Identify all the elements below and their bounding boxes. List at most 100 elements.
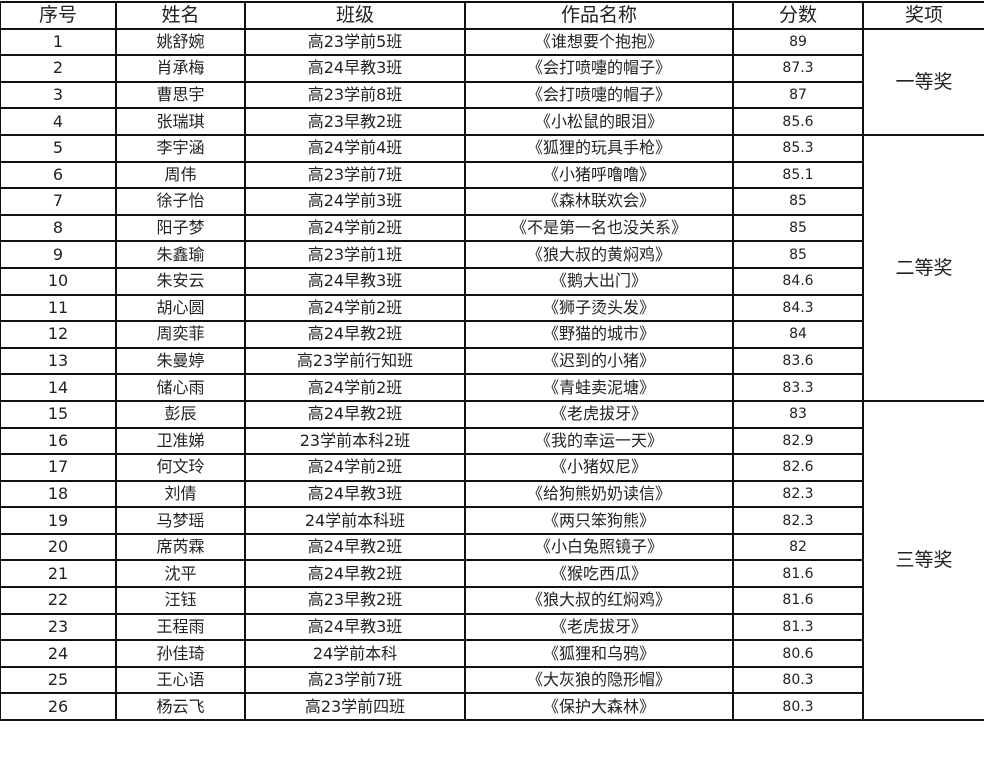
- header-class: 班级: [244, 1, 466, 30]
- cell-work: 《狼大叔的红焖鸡》: [464, 586, 734, 615]
- cell-work: 《小松鼠的眼泪》: [464, 107, 734, 136]
- cell-no: 25: [0, 665, 117, 695]
- cell-name: 阳子梦: [115, 213, 246, 243]
- cell-class: 高24学前2班: [244, 213, 466, 243]
- table-row: 26 杨云飞 高23学前四班 《保护大森林》 80.3: [0, 692, 984, 722]
- cell-no: 19: [0, 506, 117, 535]
- cell-work: 《森林联欢会》: [464, 187, 734, 216]
- table-row: 1 姚舒婉 高23学前5班 《谁想要个抱抱》 89 一等奖: [0, 27, 984, 136]
- cell-name: 李宇涵: [115, 133, 246, 163]
- cell-name: 彭辰: [115, 399, 246, 429]
- cell-award: 一等奖: [862, 27, 984, 136]
- cell-work: 《会打喷嚏的帽子》: [464, 80, 734, 110]
- cell-name: 沈平: [115, 559, 246, 589]
- cell-class: 高23学前8班: [244, 80, 466, 110]
- cell-class: 高23学前行知班: [244, 346, 466, 376]
- cell-score: 85: [732, 240, 864, 269]
- table-row: 18 刘倩 高24早教3班 《给狗熊奶奶读信》 82.3: [0, 479, 984, 509]
- header-row: 序号 姓名 班级 作品名称 分数 奖项: [0, 1, 984, 30]
- cell-name: 朱安云: [115, 266, 246, 296]
- cell-no: 18: [0, 479, 117, 509]
- cell-work: 《会打喷嚏的帽子》: [464, 54, 734, 83]
- cell-name: 汪钰: [115, 586, 246, 615]
- cell-name: 王心语: [115, 665, 246, 695]
- cell-class: 高24学前2班: [244, 453, 466, 482]
- cell-no: 9: [0, 240, 117, 269]
- cell-name: 肖承梅: [115, 54, 246, 83]
- cell-no: 8: [0, 213, 117, 243]
- cell-work: 《我的幸运一天》: [464, 426, 734, 456]
- table-row: 17 何文玲 高24学前2班 《小猪奴尼》 82.6: [0, 453, 984, 482]
- table-row: 21 沈平 高24早教2班 《猴吃西瓜》 81.6: [0, 559, 984, 589]
- cell-name: 何文玲: [115, 453, 246, 482]
- table-row: 3 曹思宇 高23学前8班 《会打喷嚏的帽子》 87: [0, 80, 984, 110]
- cell-work: 《鹅大出门》: [464, 266, 734, 296]
- cell-no: 13: [0, 346, 117, 376]
- cell-work: 《保护大森林》: [464, 692, 734, 722]
- cell-name: 储心雨: [115, 373, 246, 402]
- table-row: 6 周伟 高23学前7班 《小猪呼噜噜》 85.1: [0, 160, 984, 190]
- cell-work: 《迟到的小猪》: [464, 346, 734, 376]
- cell-name: 胡心圆: [115, 293, 246, 323]
- cell-work: 《大灰狼的隐形帽》: [464, 665, 734, 695]
- cell-score: 82: [732, 532, 864, 562]
- header-no: 序号: [0, 1, 117, 30]
- cell-name: 张瑞琪: [115, 107, 246, 136]
- table-row: 11 胡心圆 高24学前2班 《狮子烫头发》 84.3: [0, 293, 984, 323]
- cell-work: 《老虎拔牙》: [464, 612, 734, 642]
- header-name: 姓名: [115, 1, 246, 30]
- cell-work: 《老虎拔牙》: [464, 399, 734, 429]
- cell-no: 26: [0, 692, 117, 722]
- cell-class: 高24早教2班: [244, 559, 466, 589]
- cell-no: 21: [0, 559, 117, 589]
- cell-no: 16: [0, 426, 117, 456]
- cell-no: 17: [0, 453, 117, 482]
- cell-name: 周伟: [115, 160, 246, 190]
- cell-work: 《小白兔照镜子》: [464, 532, 734, 562]
- cell-class: 高24学前3班: [244, 187, 466, 216]
- cell-no: 2: [0, 54, 117, 83]
- cell-class: 高23学前1班: [244, 240, 466, 269]
- table-row: 22 汪钰 高23早教2班 《狼大叔的红焖鸡》 81.6: [0, 586, 984, 615]
- cell-class: 高24早教2班: [244, 320, 466, 349]
- cell-score: 81.6: [732, 586, 864, 615]
- cell-score: 85.6: [732, 107, 864, 136]
- cell-score: 80.3: [732, 692, 864, 722]
- cell-name: 朱鑫瑜: [115, 240, 246, 269]
- cell-no: 5: [0, 133, 117, 163]
- table-row: 25 王心语 高23学前7班 《大灰狼的隐形帽》 80.3: [0, 665, 984, 695]
- cell-name: 王程雨: [115, 612, 246, 642]
- cell-class: 高23学前7班: [244, 160, 466, 190]
- table-row: 9 朱鑫瑜 高23学前1班 《狼大叔的黄焖鸡》 85: [0, 240, 984, 269]
- cell-work: 《野猫的城市》: [464, 320, 734, 349]
- cell-score: 87.3: [732, 54, 864, 83]
- cell-no: 24: [0, 639, 117, 668]
- table-row: 16 卫准娣 23学前本科2班 《我的幸运一天》 82.9: [0, 426, 984, 456]
- cell-score: 80.6: [732, 639, 864, 668]
- cell-no: 10: [0, 266, 117, 296]
- cell-class: 24学前本科班: [244, 506, 466, 535]
- cell-score: 81.3: [732, 612, 864, 642]
- cell-name: 徐子怡: [115, 187, 246, 216]
- cell-class: 高24早教3班: [244, 266, 466, 296]
- cell-work: 《小猪奴尼》: [464, 453, 734, 482]
- cell-name: 马梦瑶: [115, 506, 246, 535]
- table-row: 10 朱安云 高24早教3班 《鹅大出门》 84.6: [0, 266, 984, 296]
- header-score: 分数: [732, 1, 864, 30]
- cell-class: 高24学前4班: [244, 133, 466, 163]
- table-row: 13 朱曼婷 高23学前行知班 《迟到的小猪》 83.6: [0, 346, 984, 376]
- cell-no: 1: [0, 27, 117, 57]
- cell-no: 12: [0, 320, 117, 349]
- cell-class: 高23学前四班: [244, 692, 466, 722]
- table-row: 14 储心雨 高24学前2班 《青蛙卖泥塘》 83.3: [0, 373, 984, 402]
- cell-name: 卫准娣: [115, 426, 246, 456]
- table-row: 7 徐子怡 高24学前3班 《森林联欢会》 85: [0, 187, 984, 216]
- cell-score: 87: [732, 80, 864, 110]
- cell-class: 24学前本科: [244, 639, 466, 668]
- cell-no: 3: [0, 80, 117, 110]
- cell-class: 高23早教2班: [244, 107, 466, 136]
- cell-class: 23学前本科2班: [244, 426, 466, 456]
- table-row: 15 彭辰 高24早教2班 《老虎拔牙》 83 三等奖: [0, 399, 984, 722]
- cell-class: 高23学前5班: [244, 27, 466, 57]
- cell-no: 7: [0, 187, 117, 216]
